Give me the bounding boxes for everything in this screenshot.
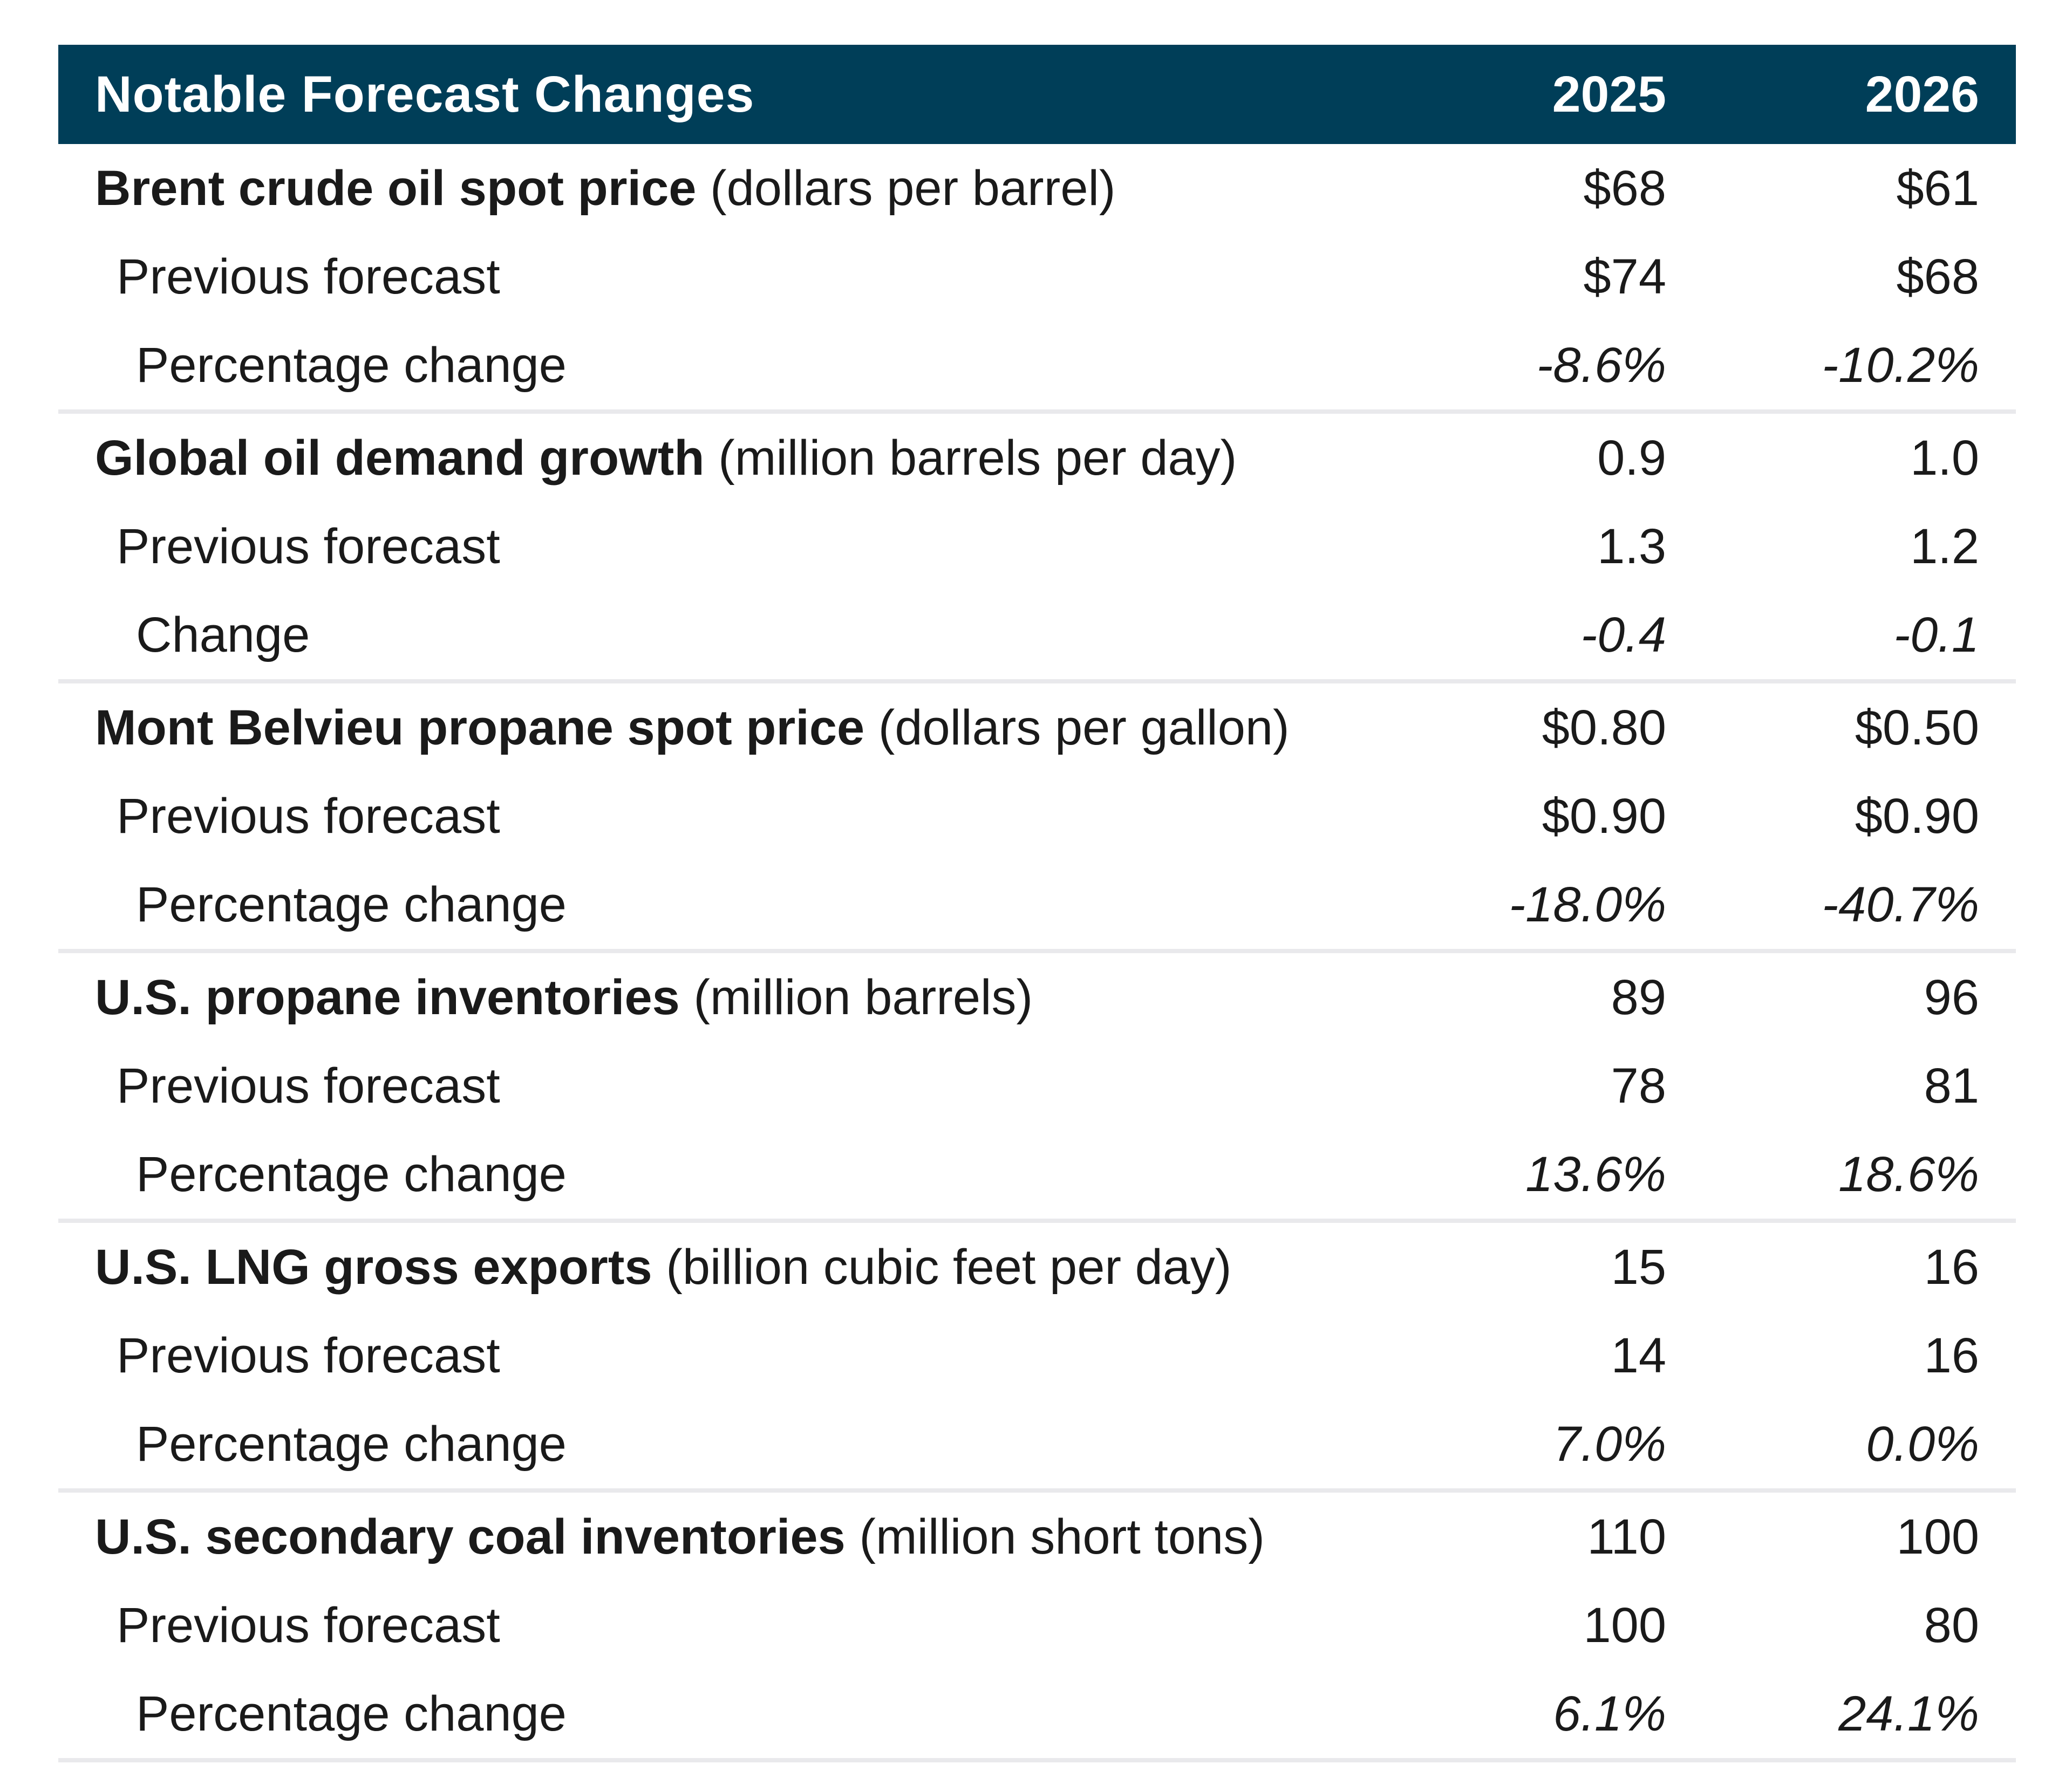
value-2025: 78 — [1611, 1058, 1666, 1113]
value-2026: 81 — [1924, 1058, 1979, 1113]
value-2026: 96 — [1924, 969, 1979, 1025]
metric-label: Global oil demand growth (million barrel… — [58, 430, 1440, 487]
table-header-row: Notable Forecast Changes 2025 2026 — [58, 45, 2016, 144]
value-2025: 13.6% — [1525, 1146, 1666, 1202]
value-2026: $68 — [1896, 249, 1980, 304]
value-2025: 100 — [1583, 1597, 1667, 1653]
previous-forecast-row: Previous forecast 14 16 — [58, 1311, 2016, 1400]
metric-unit: (million barrels per day) — [718, 430, 1237, 485]
value-2026: -0.1 — [1893, 607, 1979, 662]
previous-forecast-row: Previous forecast $74 $68 — [58, 232, 2016, 321]
section-us-propane-inventories: U.S. propane inventories (million barrel… — [58, 953, 2016, 1223]
value-2025: 6.1% — [1553, 1686, 1666, 1741]
row-label: Percentage change — [136, 1686, 567, 1741]
metric-name: Mont Belvieu propane spot price — [95, 700, 865, 755]
percentage-change-row: Percentage change -8.6% -10.2% — [58, 321, 2016, 409]
row-label: Previous forecast — [117, 788, 500, 844]
metric-label: U.S. secondary coal inventories (million… — [58, 1509, 1440, 1565]
metric-name: U.S. LNG gross exports — [95, 1239, 652, 1295]
table-title: Notable Forecast Changes — [95, 65, 755, 123]
value-2026: 24.1% — [1838, 1686, 1979, 1741]
metric-unit: (dollars per gallon) — [878, 700, 1290, 755]
value-2026: $0.50 — [1855, 700, 1979, 755]
value-2025: -0.4 — [1580, 607, 1666, 662]
value-2026: 0.0% — [1866, 1416, 1979, 1472]
previous-forecast-row: Previous forecast 78 81 — [58, 1042, 2016, 1130]
previous-forecast-row: Previous forecast $0.90 $0.90 — [58, 772, 2016, 860]
value-2025: -18.0% — [1509, 877, 1667, 932]
notable-forecast-changes-table: Notable Forecast Changes 2025 2026 Brent… — [58, 45, 2016, 1762]
metric-label: U.S. LNG gross exports (billion cubic fe… — [58, 1239, 1440, 1296]
metric-name: Brent crude oil spot price — [95, 160, 697, 216]
value-2026: 18.6% — [1838, 1146, 1979, 1202]
metric-unit: (dollars per barrel) — [710, 160, 1116, 216]
row-label: Previous forecast — [117, 1058, 500, 1113]
metric-row: Brent crude oil spot price (dollars per … — [58, 144, 2016, 232]
value-2025: 110 — [1587, 1509, 1666, 1564]
row-label: Percentage change — [136, 877, 567, 932]
row-label: Previous forecast — [117, 249, 500, 304]
value-2025: 7.0% — [1553, 1416, 1666, 1472]
row-label: Previous forecast — [117, 1328, 500, 1383]
percentage-change-row: Percentage change -18.0% -40.7% — [58, 860, 2016, 949]
metric-name: U.S. secondary coal inventories — [95, 1509, 846, 1564]
value-2026: -40.7% — [1822, 877, 1980, 932]
value-2026: 80 — [1924, 1597, 1979, 1653]
value-2026: $61 — [1896, 160, 1980, 216]
column-header-2025: 2025 — [1552, 65, 1666, 123]
value-2026: 1.2 — [1910, 518, 1979, 574]
value-2025: 14 — [1611, 1328, 1666, 1383]
metric-unit: (million short tons) — [859, 1509, 1265, 1564]
value-2025: $0.80 — [1542, 700, 1666, 755]
row-label: Change — [136, 607, 310, 662]
percentage-change-row: Percentage change 6.1% 24.1% — [58, 1670, 2016, 1758]
metric-row: Global oil demand growth (million barrel… — [58, 414, 2016, 502]
section-brent-crude: Brent crude oil spot price (dollars per … — [58, 144, 2016, 414]
value-2026: 16 — [1924, 1328, 1979, 1383]
row-label: Previous forecast — [117, 1597, 500, 1653]
metric-unit: (million barrels) — [693, 969, 1033, 1025]
metric-row: U.S. propane inventories (million barrel… — [58, 953, 2016, 1042]
metric-row: U.S. LNG gross exports (billion cubic fe… — [58, 1223, 2016, 1311]
value-2026: -10.2% — [1822, 337, 1980, 393]
value-2025: $0.90 — [1542, 788, 1666, 844]
section-us-coal-inventories: U.S. secondary coal inventories (million… — [58, 1493, 2016, 1762]
row-label: Percentage change — [136, 1416, 567, 1472]
previous-forecast-row: Previous forecast 1.3 1.2 — [58, 502, 2016, 591]
metric-label: Mont Belvieu propane spot price (dollars… — [58, 700, 1440, 756]
value-2025: 15 — [1611, 1239, 1666, 1295]
row-label: Percentage change — [136, 1146, 567, 1202]
metric-row: U.S. secondary coal inventories (million… — [58, 1493, 2016, 1581]
change-row: Change -0.4 -0.1 — [58, 591, 2016, 679]
value-2025: 89 — [1611, 969, 1666, 1025]
value-2025: 1.3 — [1597, 518, 1666, 574]
metric-row: Mont Belvieu propane spot price (dollars… — [58, 683, 2016, 772]
percentage-change-row: Percentage change 13.6% 18.6% — [58, 1130, 2016, 1219]
value-2026: $0.90 — [1855, 788, 1979, 844]
metric-label: Brent crude oil spot price (dollars per … — [58, 160, 1440, 217]
section-global-oil-demand: Global oil demand growth (million barrel… — [58, 414, 2016, 683]
percentage-change-row: Percentage change 7.0% 0.0% — [58, 1400, 2016, 1488]
section-us-lng-exports: U.S. LNG gross exports (billion cubic fe… — [58, 1223, 2016, 1493]
value-2026: 100 — [1896, 1509, 1980, 1564]
value-2025: -8.6% — [1536, 337, 1666, 393]
previous-forecast-row: Previous forecast 100 80 — [58, 1581, 2016, 1670]
value-2025: $68 — [1583, 160, 1667, 216]
value-2026: 16 — [1924, 1239, 1979, 1295]
row-label: Percentage change — [136, 337, 567, 393]
metric-label: U.S. propane inventories (million barrel… — [58, 969, 1440, 1026]
value-2025: 0.9 — [1597, 430, 1666, 485]
metric-unit: (billion cubic feet per day) — [666, 1239, 1232, 1295]
value-2025: $74 — [1583, 249, 1667, 304]
column-header-2026: 2026 — [1865, 65, 1979, 123]
value-2026: 1.0 — [1910, 430, 1979, 485]
row-label: Previous forecast — [117, 518, 500, 574]
metric-name: U.S. propane inventories — [95, 969, 680, 1025]
metric-name: Global oil demand growth — [95, 430, 705, 485]
section-mont-belvieu-propane: Mont Belvieu propane spot price (dollars… — [58, 683, 2016, 953]
